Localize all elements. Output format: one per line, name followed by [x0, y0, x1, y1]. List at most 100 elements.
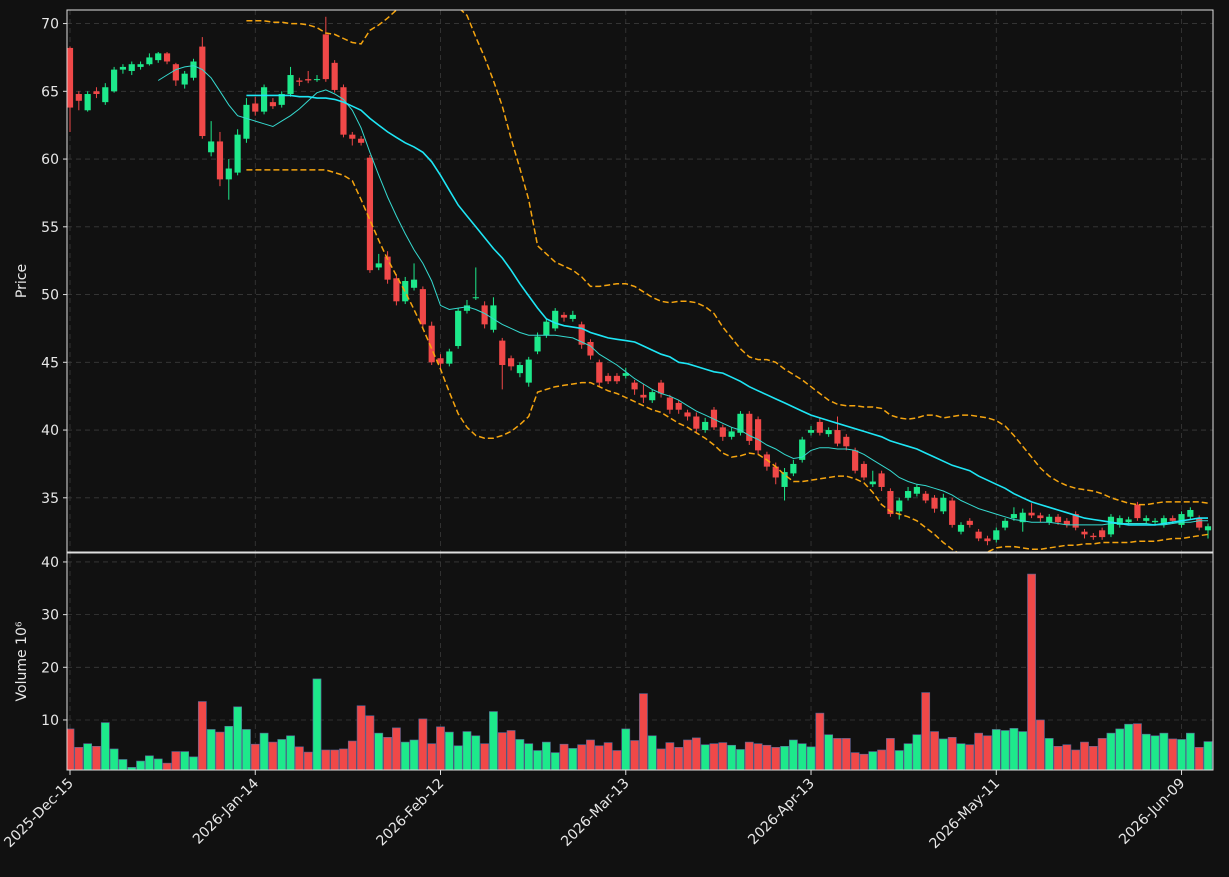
candle-body: [746, 413, 753, 441]
volume-bar: [1177, 739, 1186, 770]
volume-bar: [224, 725, 234, 770]
candle-body: [534, 336, 541, 352]
candle-body: [111, 69, 118, 92]
volume-bar: [1194, 747, 1204, 770]
candle-body: [1019, 512, 1026, 523]
volume-bar: [665, 742, 675, 770]
price-marks: [67, 10, 1212, 552]
candle-body: [878, 473, 885, 487]
candle-body: [1107, 516, 1115, 535]
candle-body: [834, 430, 841, 444]
volume-bar: [215, 731, 225, 770]
candle-body: [225, 168, 232, 180]
volume-bar: [700, 744, 710, 770]
volume-bar: [453, 745, 463, 770]
volume-bar: [1088, 745, 1098, 770]
volume-bar: [577, 744, 587, 770]
candle-body: [366, 157, 374, 271]
volume-bar: [612, 750, 622, 770]
volume-bar: [956, 743, 966, 770]
candle-body: [216, 141, 224, 180]
volume-bar: [374, 732, 384, 770]
candle-body: [666, 397, 673, 410]
candle-body: [313, 79, 321, 81]
candle-body: [904, 491, 912, 498]
candle-body: [1125, 519, 1132, 523]
volume-bar: [1097, 738, 1107, 770]
candle-body: [1204, 526, 1212, 531]
candle-body: [984, 538, 991, 542]
volume-bar: [594, 745, 604, 770]
candle-body: [649, 392, 656, 401]
candle-body: [446, 351, 453, 364]
volume-bar: [983, 735, 992, 770]
volume-bar: [489, 711, 498, 770]
volume-bar: [444, 731, 454, 770]
volume-bar: [339, 748, 348, 770]
candle-body: [684, 412, 691, 417]
volume-bar: [242, 729, 251, 770]
candle-body: [869, 481, 876, 485]
y-tick-label: 45: [41, 355, 59, 371]
volume-bar: [409, 739, 419, 770]
volume-bar: [912, 734, 922, 770]
candle-body: [472, 297, 479, 299]
candle-body: [710, 409, 718, 428]
volume-bar: [1185, 732, 1195, 770]
candle-body: [728, 431, 735, 437]
volume-bar: [427, 743, 437, 770]
candle-body: [1169, 518, 1176, 521]
volume-bar: [233, 706, 242, 770]
volume-bar: [356, 705, 366, 770]
volume-bar: [250, 743, 260, 770]
volume-bar: [789, 739, 798, 770]
candle-body: [305, 79, 312, 81]
volume-bar: [833, 738, 842, 770]
candle-body: [322, 34, 329, 80]
volume-bar: [127, 767, 137, 770]
volume-bar: [497, 732, 507, 770]
candle-body: [1028, 512, 1035, 516]
volume-bar: [1150, 735, 1160, 770]
y-tick-label: 40: [41, 555, 59, 571]
candle-body: [781, 472, 788, 487]
candle-body: [1116, 518, 1123, 525]
volume-bar: [383, 737, 392, 770]
volume-bar: [1018, 731, 1028, 770]
candle-body: [75, 94, 82, 101]
volume-bar: [947, 737, 957, 770]
volume-bar: [559, 743, 569, 770]
volume-bar: [259, 732, 269, 770]
volume-bar: [894, 750, 904, 770]
candle-body: [393, 278, 400, 302]
volume-bar: [938, 738, 948, 770]
candle-body: [428, 325, 435, 363]
volume-bar: [436, 726, 445, 770]
candle-body: [605, 375, 612, 382]
volume-bar: [691, 737, 701, 770]
candle-body: [190, 61, 197, 78]
volume-bar: [67, 728, 75, 770]
y-axis-label: Price: [14, 264, 30, 298]
volume-bar: [656, 748, 666, 770]
candle-body: [613, 375, 621, 382]
candle-body: [507, 358, 515, 367]
candle-body: [913, 486, 920, 494]
volume-bar: [515, 739, 525, 770]
candle-body: [816, 421, 823, 433]
candle-body: [569, 314, 576, 319]
y-tick-label: 10: [41, 713, 59, 729]
volume-bar: [806, 746, 816, 770]
candle-body: [260, 87, 268, 112]
volume-bar: [162, 762, 172, 770]
volume-bar: [841, 738, 851, 770]
volume-bar: [1009, 728, 1019, 770]
candle-body: [349, 134, 356, 139]
volume-bar: [506, 730, 516, 770]
overlay-line: [246, 169, 1209, 552]
candle-body: [1054, 516, 1062, 523]
candle-body: [84, 94, 91, 111]
volume-bar: [321, 749, 331, 770]
volume-bar: [1115, 728, 1125, 770]
volume-bar: [83, 743, 93, 770]
